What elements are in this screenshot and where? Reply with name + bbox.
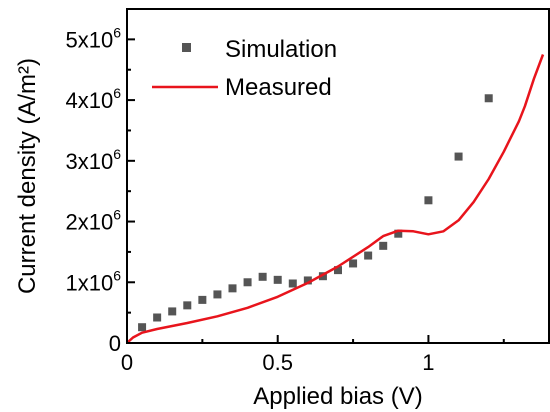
simulation-point-20 bbox=[484, 94, 493, 103]
simulation-point-10 bbox=[288, 279, 297, 288]
y-tick-label-2: 2x106 bbox=[65, 207, 121, 235]
simulation-point-6 bbox=[228, 284, 237, 293]
simulation-point-17 bbox=[394, 229, 403, 238]
ticks-layer: 0 0.5 1 0 1x106 2x106 3x106 4x106 5x106 bbox=[65, 24, 505, 375]
y-axis-title: Current density (A/m²) bbox=[14, 58, 41, 294]
simulation-point-12 bbox=[318, 272, 327, 281]
y-tick-label-0: 0 bbox=[109, 331, 121, 356]
simulation-point-8 bbox=[258, 272, 267, 281]
simulation-point-15 bbox=[364, 251, 373, 260]
simulation-point-4 bbox=[198, 295, 207, 304]
legend-simulation-marker bbox=[182, 43, 191, 52]
x-tick-label-0: 0 bbox=[121, 350, 133, 375]
y-tick-label-5: 5x106 bbox=[65, 24, 121, 52]
data-layer bbox=[126, 54, 545, 344]
simulation-point-2 bbox=[168, 307, 177, 316]
legend-simulation-label: Simulation bbox=[225, 36, 337, 63]
simulation-point-0 bbox=[138, 323, 147, 332]
y-tick-label-3: 3x106 bbox=[65, 146, 121, 174]
x-tick-label-1: 0.5 bbox=[262, 350, 293, 375]
measured-line bbox=[126, 54, 545, 344]
simulation-point-19 bbox=[454, 152, 463, 161]
plot-frame bbox=[126, 8, 550, 344]
x-tick-label-2: 1 bbox=[422, 350, 434, 375]
legend-measured-label: Measured bbox=[225, 74, 332, 101]
y-tick-label-4: 4x106 bbox=[65, 85, 121, 113]
simulation-point-5 bbox=[213, 290, 222, 299]
simulation-point-16 bbox=[379, 241, 388, 250]
simulation-point-11 bbox=[303, 276, 312, 285]
simulation-point-7 bbox=[243, 278, 252, 287]
simulation-point-18 bbox=[424, 196, 433, 205]
simulation-point-14 bbox=[349, 259, 358, 268]
x-axis-title: Applied bias (V) bbox=[253, 383, 422, 410]
legend: Simulation Measured bbox=[152, 36, 337, 101]
simulation-point-3 bbox=[183, 301, 192, 310]
y-tick-label-1: 1x106 bbox=[65, 267, 121, 295]
simulation-point-13 bbox=[334, 266, 342, 275]
simulation-point-1 bbox=[153, 313, 162, 322]
simulation-point-9 bbox=[273, 275, 282, 284]
